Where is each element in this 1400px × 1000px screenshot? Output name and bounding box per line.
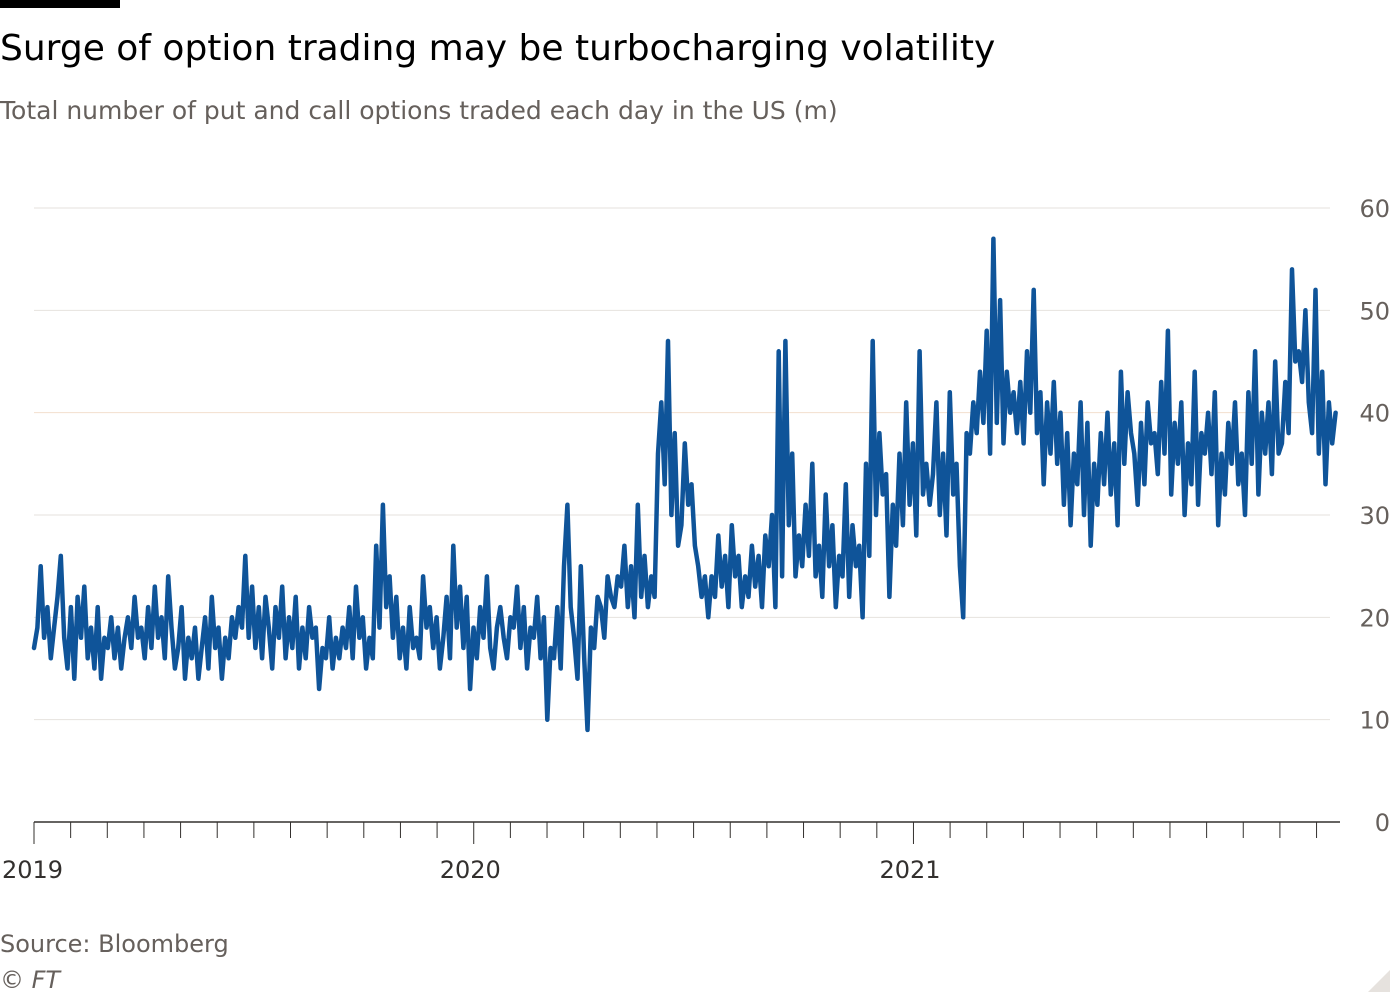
ft-credit: © FT [0, 966, 61, 994]
y-tick-label-50: 50 [1359, 297, 1390, 325]
y-tick-label-30: 30 [1359, 502, 1390, 530]
y-tick-label-60: 60 [1359, 195, 1390, 223]
chart-title: Surge of option trading may be turbochar… [0, 28, 996, 69]
brand-top-bar [0, 0, 120, 8]
x-tick-label-2019: 2019 [2, 856, 63, 884]
source-note: Source: Bloomberg [0, 930, 229, 958]
series-line-options-traded [31, 236, 1338, 733]
y-tick-label-0: 0 [1375, 809, 1390, 837]
x-tick-label-2021: 2021 [879, 856, 940, 884]
x-tick-label-2020: 2020 [440, 856, 501, 884]
corner-mark [1368, 970, 1390, 992]
chart-subtitle: Total number of put and call options tra… [0, 96, 838, 125]
y-tick-label-40: 40 [1359, 400, 1390, 428]
y-tick-label-20: 20 [1359, 604, 1390, 632]
y-tick-label-10: 10 [1359, 707, 1390, 735]
